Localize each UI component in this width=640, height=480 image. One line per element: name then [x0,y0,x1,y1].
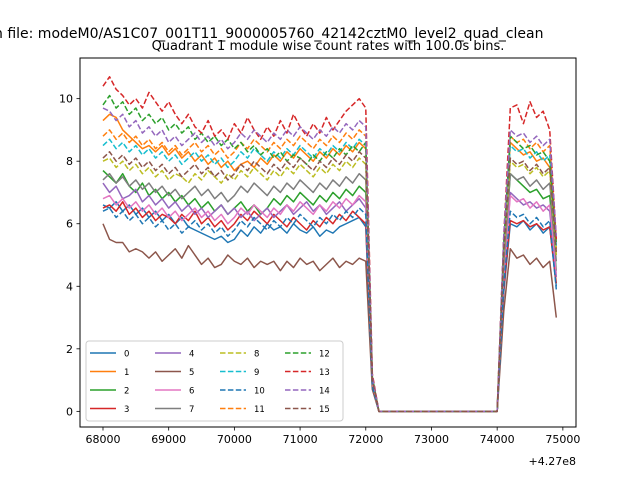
y-tick-label: 8 [66,155,73,168]
x-tick-label: 69000 [151,433,186,446]
legend-label-13: 13 [319,368,330,378]
plot-lines [102,76,558,413]
x-tick-label: 68000 [85,433,120,446]
y-axis: 0 2 4 6 8 10 [59,93,80,418]
legend-label-3: 3 [124,405,129,415]
legend-box [85,340,344,422]
legend-label-2: 2 [124,387,129,397]
plot-frame [79,57,577,428]
y-tick-label: 6 [66,218,73,231]
legend-label-0: 0 [124,350,129,360]
legend-label-15: 15 [319,405,330,415]
legend-label-10: 10 [254,387,265,397]
legend-label-14: 14 [319,387,330,397]
legend-label-8: 8 [254,350,259,360]
y-tick-label: 4 [66,280,73,293]
x-tick-label: 74000 [480,433,515,446]
x-offset-label: +4.27e8 [529,455,576,468]
legend-label-6: 6 [189,387,194,397]
legend-label-4: 4 [189,350,194,360]
y-tick-label: 10 [59,93,73,106]
legend-label-9: 9 [254,368,259,378]
x-tick-label: 73000 [414,433,449,446]
y-tick-label: 0 [66,405,73,418]
x-tick-label: 72000 [348,433,383,446]
legend-label-1: 1 [124,368,129,378]
y-tick-label: 2 [66,343,73,356]
legend-label-12: 12 [319,350,330,360]
x-axis: 68000 69000 70000 71000 72000 73000 74000 75000 [85,427,580,446]
series-line-8 [102,157,558,413]
series-line-9 [102,138,558,413]
series-line-15 [102,151,558,413]
x-tick-label: 70000 [217,433,252,446]
legend-label-7: 7 [189,405,194,415]
legend-label-5: 5 [189,368,194,378]
x-tick-label: 71000 [283,433,318,446]
legend-label-11: 11 [254,405,265,415]
figure-suptitle: n file: modeM0/AS1C07_001T11_9000005760_… [0,26,543,42]
x-tick-label: 75000 [545,433,580,446]
chart-title: Quadrant 1 module wise count rates with … [152,39,505,54]
